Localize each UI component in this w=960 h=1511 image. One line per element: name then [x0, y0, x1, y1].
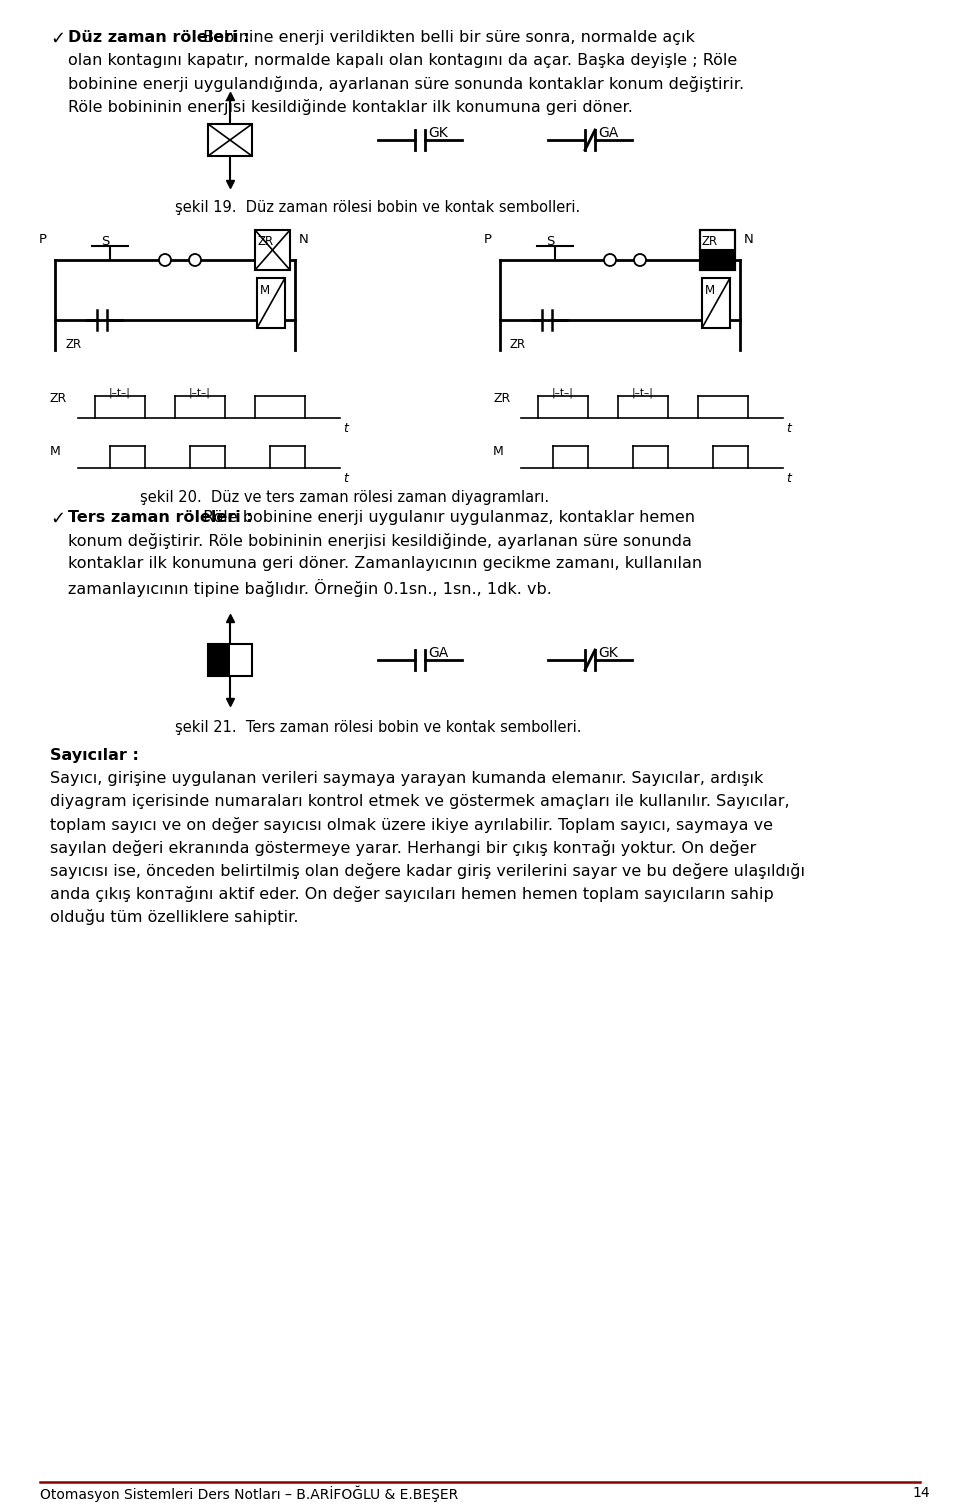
Text: Bobinine enerji verildikten belli bir süre sonra, normalde açık: Bobinine enerji verildikten belli bir sü… — [198, 30, 695, 45]
Circle shape — [159, 254, 171, 266]
Text: şekil 19.  Düz zaman rölesi bobin ve kontak sembolleri.: şekil 19. Düz zaman rölesi bobin ve kont… — [175, 199, 580, 215]
Text: GK: GK — [598, 647, 617, 660]
Text: Röle bobinine enerji uygulanır uygulanmaz, kontaklar hemen: Röle bobinine enerji uygulanır uygulanma… — [198, 511, 695, 524]
Text: N: N — [744, 233, 754, 246]
Text: t: t — [343, 471, 348, 485]
Text: 14: 14 — [912, 1485, 930, 1500]
Bar — [700, 230, 735, 270]
Bar — [255, 230, 290, 270]
Text: zamanlayıcının tipine bağlıdır. Örneğin 0.1sn., 1sn., 1dk. vb.: zamanlayıcının tipine bağlıdır. Örneğin … — [68, 579, 552, 597]
Circle shape — [634, 254, 646, 266]
Text: ZR: ZR — [257, 236, 274, 248]
Text: ZR: ZR — [702, 236, 718, 248]
Text: ZR: ZR — [50, 391, 67, 405]
Text: GA: GA — [598, 125, 618, 141]
Text: diyagram içerisinde numaraları kontrol etmek ve göstermek amaçları ile kullanılı: diyagram içerisinde numaraları kontrol e… — [50, 793, 790, 808]
Text: M: M — [260, 284, 270, 298]
Text: GK: GK — [428, 125, 447, 141]
Text: toplam sayıcı ve on değer sayıcısı olmak üzere ikiye ayrılabilir. Toplam sayıcı,: toplam sayıcı ve on değer sayıcısı olmak… — [50, 817, 773, 833]
Text: S: S — [546, 236, 554, 248]
Text: ZR: ZR — [493, 391, 511, 405]
Text: t: t — [343, 422, 348, 435]
Text: P: P — [39, 233, 47, 246]
Text: ZR: ZR — [510, 338, 526, 351]
Text: Düz zaman röleleri :: Düz zaman röleleri : — [68, 30, 250, 45]
Bar — [257, 278, 285, 328]
Bar — [208, 644, 252, 675]
Text: Röle bobininin enerjisi kesildiğinde kontaklar ilk konumuna geri döner.: Röle bobininin enerjisi kesildiğinde kon… — [68, 100, 633, 115]
Text: ✓: ✓ — [50, 511, 65, 527]
Text: Sayıcılar :: Sayıcılar : — [50, 748, 139, 763]
Circle shape — [189, 254, 201, 266]
Text: GA: GA — [428, 647, 448, 660]
Text: sayılan değeri ekranında göstermeye yarar. Herhangi bir çıkış konтаğı yoktur. On: sayılan değeri ekranında göstermeye yara… — [50, 840, 756, 857]
Text: M: M — [50, 446, 60, 458]
Text: şekil 21.  Ters zaman rölesi bobin ve kontak sembolleri.: şekil 21. Ters zaman rölesi bobin ve kon… — [175, 721, 582, 734]
Text: olduğu tüm özelliklere sahiptir.: olduğu tüm özelliklere sahiptir. — [50, 910, 299, 925]
Text: t: t — [786, 422, 791, 435]
Text: M: M — [705, 284, 715, 298]
Bar — [700, 230, 735, 249]
Text: olan kontagını kapatır, normalde kapalı olan kontagını da açar. Başka deyişle ; : olan kontagını kapatır, normalde kapalı … — [68, 53, 737, 68]
Text: sayıcısı ise, önceden belirtilmiş olan değere kadar giriş verilerini sayar ve bu: sayıcısı ise, önceden belirtilmiş olan d… — [50, 863, 805, 879]
Text: M: M — [493, 446, 504, 458]
Bar — [702, 278, 730, 328]
Bar — [208, 124, 252, 156]
Text: Otomasyon Sistemleri Ders Notları – B.ARİFOĞLU & E.BEŞER: Otomasyon Sistemleri Ders Notları – B.AR… — [40, 1485, 458, 1502]
Text: |–t–|: |–t–| — [189, 388, 211, 399]
Text: Ters zaman röleleri :: Ters zaman röleleri : — [68, 511, 252, 524]
Bar — [700, 249, 735, 270]
Bar — [208, 644, 230, 675]
Text: ✓: ✓ — [50, 30, 65, 48]
Text: P: P — [484, 233, 492, 246]
Text: Sayıcı, girişine uygulanan verileri saymaya yarayan kumanda elemanır. Sayıcılar,: Sayıcı, girişine uygulanan verileri saym… — [50, 771, 763, 786]
Text: kontaklar ilk konumuna geri döner. Zamanlayıcının gecikme zamanı, kullanılan: kontaklar ilk konumuna geri döner. Zaman… — [68, 556, 702, 571]
Text: |–t–|: |–t–| — [109, 388, 131, 399]
Bar — [230, 644, 252, 675]
Text: t: t — [786, 471, 791, 485]
Text: |–t–|: |–t–| — [632, 388, 654, 399]
Circle shape — [604, 254, 616, 266]
Text: |–t–|: |–t–| — [552, 388, 574, 399]
Text: S: S — [101, 236, 109, 248]
Text: N: N — [299, 233, 309, 246]
Text: konum değiştirir. Röle bobininin enerjisi kesildiğinde, ayarlanan süre sonunda: konum değiştirir. Röle bobininin enerjis… — [68, 533, 692, 548]
Text: bobinine enerji uygulandığında, ayarlanan süre sonunda kontaklar konum değiştiri: bobinine enerji uygulandığında, ayarlana… — [68, 76, 744, 92]
Text: anda çıkış konтаğını aktif eder. On değer sayıcıları hemen hemen toplam sayıcıla: anda çıkış konтаğını aktif eder. On değe… — [50, 885, 774, 902]
Text: şekil 20.  Düz ve ters zaman rölesi zaman diyagramları.: şekil 20. Düz ve ters zaman rölesi zaman… — [140, 490, 549, 505]
Text: ZR: ZR — [65, 338, 82, 351]
